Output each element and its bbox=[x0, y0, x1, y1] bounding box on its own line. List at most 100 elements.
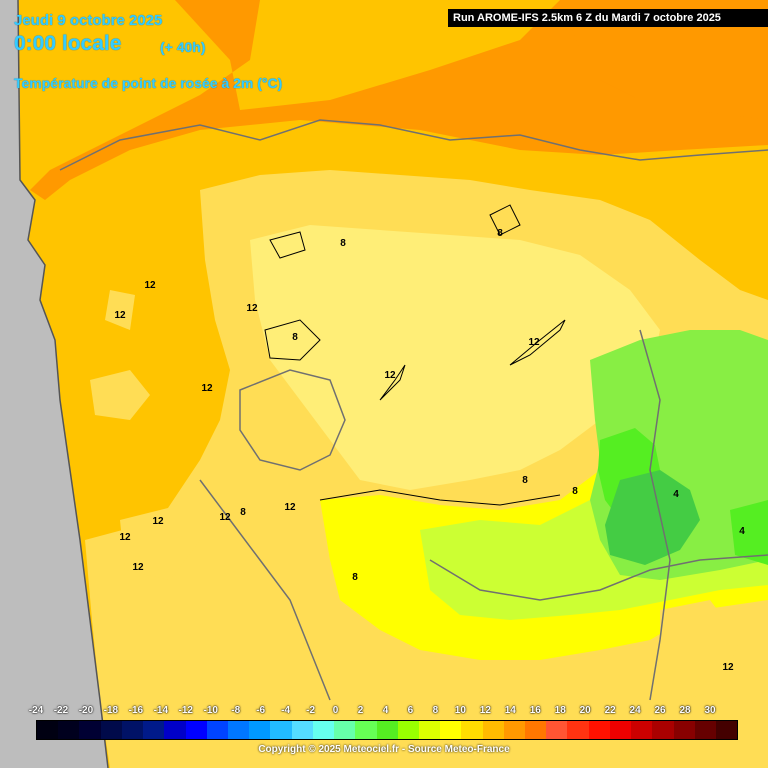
contour-line bbox=[269, 231, 306, 259]
legend-tick-label: -16 bbox=[128, 705, 144, 716]
contour-label: 12 bbox=[144, 280, 156, 291]
local-time: 0:00 locale bbox=[14, 32, 122, 55]
legend-swatch bbox=[121, 721, 144, 739]
legend-swatch bbox=[716, 721, 738, 739]
parameter-title: Température de point de rosée à 2m (°C) bbox=[14, 75, 283, 91]
dewpoint-patch bbox=[90, 370, 150, 420]
contour-label: 12 bbox=[384, 370, 396, 381]
legend-tick-label: 28 bbox=[679, 705, 691, 716]
legend-tick-label: -18 bbox=[103, 705, 119, 716]
legend-swatch bbox=[482, 721, 504, 739]
legend-tick-label: -10 bbox=[203, 705, 218, 716]
region-border bbox=[429, 554, 768, 601]
legend-ticks: -24 -22 -20 -18 -16 -14 -12 -10 -8 -6 -4 -2 0 2 4 6 8 10 1… bbox=[0, 705, 768, 719]
dewpoint-patch bbox=[105, 290, 135, 330]
dewpoint-zone-0 bbox=[598, 428, 660, 520]
legend-swatch bbox=[503, 721, 526, 739]
region-border bbox=[639, 329, 671, 701]
forecast-date: Jeudi 9 octobre 2025 bbox=[14, 12, 163, 29]
legend-swatch bbox=[164, 721, 186, 739]
contour-line bbox=[379, 364, 406, 401]
dewpoint-zone-0-east bbox=[730, 500, 768, 565]
legend-tick-label: -12 bbox=[178, 705, 193, 716]
sea-area bbox=[0, 0, 108, 768]
legend-tick-label: -2 bbox=[306, 705, 316, 716]
legend-swatch bbox=[631, 721, 653, 739]
legend-tick-label: 26 bbox=[654, 705, 666, 716]
contour-label: 8 bbox=[352, 572, 358, 583]
contour-label: 12 bbox=[201, 383, 213, 394]
contour-label: 4 bbox=[673, 489, 679, 500]
legend-swatch bbox=[609, 721, 632, 739]
legend-swatch bbox=[291, 721, 313, 739]
contour-label: 12 bbox=[246, 303, 258, 314]
contour-label: 8 bbox=[240, 507, 246, 518]
region-border bbox=[59, 119, 768, 171]
legend-tick-label: 0 bbox=[332, 705, 339, 716]
legend-swatch bbox=[227, 721, 250, 739]
contour-line bbox=[509, 319, 566, 366]
legend-swatch bbox=[143, 721, 165, 739]
legend-swatch bbox=[546, 721, 568, 739]
legend-tick-label: 6 bbox=[407, 705, 414, 716]
legend-swatch bbox=[694, 721, 716, 739]
legend-tick-label: -8 bbox=[231, 705, 241, 716]
contour-line bbox=[489, 204, 521, 236]
legend-swatch bbox=[185, 721, 207, 739]
legend-tick-label: 14 bbox=[504, 705, 516, 716]
legend-tick-label: -24 bbox=[28, 705, 44, 716]
legend-swatch bbox=[418, 721, 441, 739]
legend-swatch bbox=[270, 721, 292, 739]
legend-tick-label: -14 bbox=[153, 705, 169, 716]
legend-swatch bbox=[334, 721, 356, 739]
contour-label: 12 bbox=[132, 562, 144, 573]
legend-swatch bbox=[100, 721, 122, 739]
legend-swatch bbox=[79, 721, 101, 739]
legend-tick-label: 4 bbox=[382, 705, 389, 716]
dewpoint-band-16-upper bbox=[560, 0, 768, 120]
legend-tick-label: 12 bbox=[479, 705, 491, 716]
contour-label: 8 bbox=[497, 228, 503, 239]
legend-tick-label: -20 bbox=[78, 705, 94, 716]
contour-label: 12 bbox=[219, 512, 231, 523]
contour-label: 8 bbox=[522, 475, 528, 486]
legend-tick-label: 20 bbox=[579, 705, 591, 716]
legend-tick-label: -4 bbox=[281, 705, 291, 716]
legend-swatch bbox=[355, 721, 377, 739]
legend-tick-label: -6 bbox=[256, 705, 266, 716]
legend-tick-label: 10 bbox=[454, 705, 466, 716]
dewpoint-zone-8 bbox=[250, 225, 660, 490]
legend-swatch bbox=[652, 721, 674, 739]
contour-label: 8 bbox=[340, 238, 346, 249]
legend-swatch bbox=[461, 721, 483, 739]
dewpoint-patch bbox=[660, 600, 740, 700]
legend-tick-label: 24 bbox=[629, 705, 641, 716]
legend-swatch bbox=[312, 721, 335, 739]
contour-label: 8 bbox=[292, 332, 298, 343]
legend-swatch bbox=[249, 721, 271, 739]
legend-tick-label: 16 bbox=[529, 705, 541, 716]
legend-swatch bbox=[37, 721, 59, 739]
contour-label: 12 bbox=[284, 502, 296, 513]
legend-tick-label: 2 bbox=[357, 705, 364, 716]
contour-label: 12 bbox=[152, 516, 164, 527]
contour-line bbox=[264, 319, 321, 361]
legend-tick-label: 18 bbox=[554, 705, 566, 716]
legend-swatch bbox=[376, 721, 398, 739]
legend-tick-label: 22 bbox=[604, 705, 616, 716]
legend-tick-label: 30 bbox=[704, 705, 716, 716]
legend-swatch bbox=[567, 721, 589, 739]
legend-swatch bbox=[397, 721, 419, 739]
coastline bbox=[17, 0, 109, 768]
copyright: Copyright © 2025 Meteociel.fr - Source M… bbox=[258, 744, 510, 755]
dewpoint-patch bbox=[120, 505, 200, 580]
dewpoint-zone-2-core bbox=[605, 470, 700, 565]
contour-label: 12 bbox=[114, 310, 126, 321]
contour-label: 12 bbox=[528, 337, 540, 348]
legend-tick-label: -22 bbox=[53, 705, 69, 716]
region-border bbox=[199, 479, 331, 701]
color-legend bbox=[36, 720, 738, 740]
lead-time: (+ 40h) bbox=[160, 39, 206, 55]
legend-swatch bbox=[673, 721, 695, 739]
